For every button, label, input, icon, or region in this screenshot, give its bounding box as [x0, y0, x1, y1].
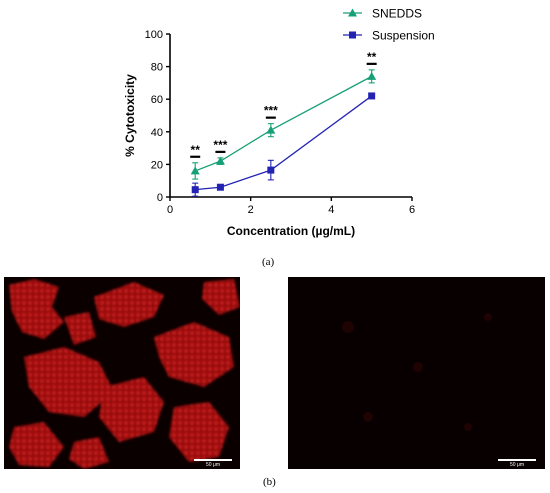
fluorescence-image-right: 50 μm	[288, 277, 545, 469]
significance-stars: **	[191, 143, 201, 157]
series-line-suspension	[195, 95, 373, 191]
red-fluorescence-cells	[9, 279, 240, 469]
significance-stars: ***	[213, 138, 227, 152]
data-point-square	[191, 186, 199, 194]
data-point-square	[216, 183, 224, 191]
chart-axes: 0 20 40 60 80 100 0 2 4 6 Concentration (µg/mL) % C…	[123, 29, 415, 238]
faint-fluorescence	[342, 313, 492, 431]
x-tick-label: 6	[409, 204, 415, 216]
y-tick-label: 100	[145, 29, 163, 41]
y-tick-label: 80	[151, 62, 163, 74]
scale-bar-left	[194, 459, 232, 461]
chart-legend: SNEDDS Suspension	[343, 7, 435, 43]
significance-stars: **	[367, 50, 377, 64]
x-tick-label: 2	[248, 204, 254, 216]
data-point-square	[368, 92, 376, 100]
y-axis-title: % Cytotoxicity	[123, 74, 137, 157]
chart-series-layer	[190, 69, 377, 197]
y-tick-label: 40	[151, 127, 163, 139]
series-line-snedds	[194, 75, 372, 172]
panel-a-label: (a)	[262, 256, 275, 268]
x-tick-label: 0	[167, 204, 173, 216]
data-point-square	[267, 166, 275, 174]
scale-label-right: 50 μm	[510, 462, 524, 468]
data-point-triangle	[266, 125, 276, 134]
legend-label: SNEDDS	[372, 7, 422, 21]
data-point-triangle	[215, 156, 225, 165]
panel-b-label: (b)	[263, 476, 276, 488]
significance-annotations: ** ********	[190, 50, 377, 158]
legend-marker-square	[349, 31, 356, 39]
fluorescence-image-left: 50 μm	[4, 277, 240, 469]
y-tick-label: 0	[157, 192, 163, 204]
scale-bar-right	[498, 459, 536, 461]
x-tick-label: 4	[328, 204, 334, 216]
data-point-triangle	[190, 166, 200, 175]
cytotoxicity-chart: 0 20 40 60 80 100 0 2 4 6 Concentration (µg/mL) % C…	[123, 7, 435, 239]
y-tick-label: 20	[151, 159, 163, 171]
x-axis-title: Concentration (µg/mL)	[227, 224, 355, 238]
legend-marker-triangle	[348, 8, 357, 17]
data-point-triangle	[367, 71, 377, 80]
scale-label-left: 50 μm	[206, 462, 220, 468]
legend-label: Suspension	[372, 29, 435, 43]
y-tick-label: 60	[151, 94, 163, 106]
significance-stars: ***	[264, 104, 278, 118]
